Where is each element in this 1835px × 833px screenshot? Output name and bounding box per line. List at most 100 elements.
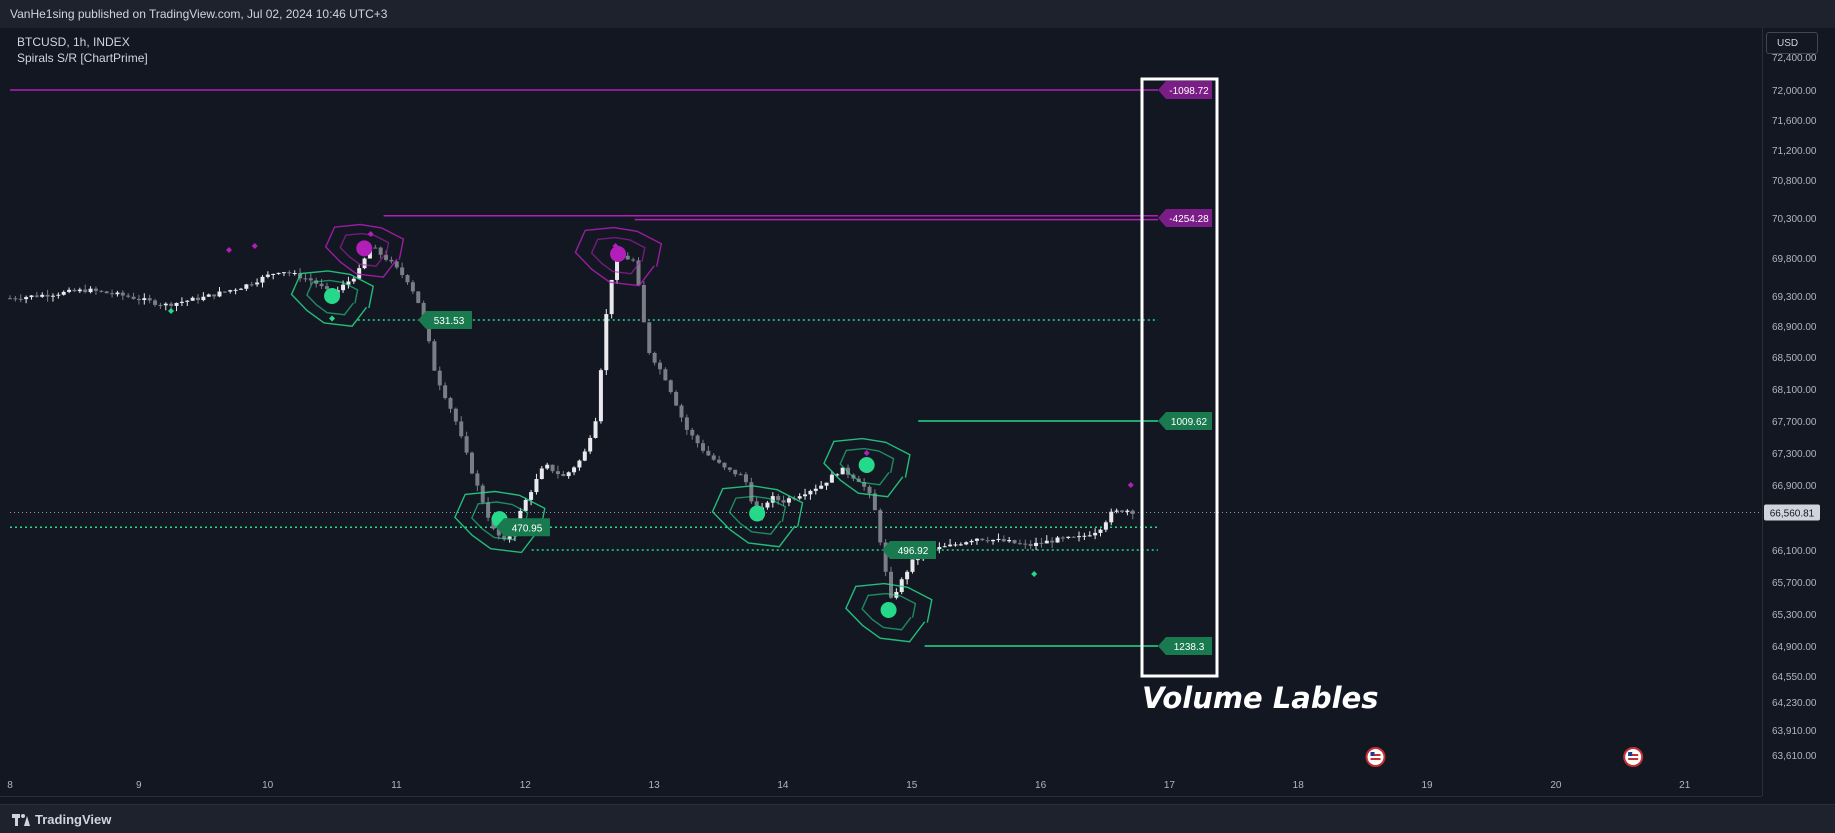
candle-body [276,272,281,274]
candle-body [217,291,222,297]
time-tick-label: 15 [906,780,918,791]
candle-body [969,540,974,543]
candle-body [255,282,260,285]
candle-body [582,451,587,461]
chart-legend: BTCUSD, 1h, INDEX Spirals S/R [ChartPrim… [17,34,148,66]
candle-body [1125,510,1130,512]
candle-body [443,385,448,399]
time-tick-label: 17 [1164,780,1176,791]
bear-signal-marker [612,243,619,249]
pivot-dot [356,240,373,257]
chart-area[interactable] [0,28,1835,804]
sr-label-tag [1158,637,1212,655]
candle-body [1119,510,1124,512]
candle-body [1103,522,1108,530]
candle-body [158,304,163,306]
candle-body [163,303,168,306]
candle-body [604,314,609,371]
candle-body [480,485,485,503]
time-tick-label: 9 [136,780,142,791]
candle-body [136,298,141,301]
sr-label-tag [418,311,472,329]
spiral-ring [454,490,546,554]
time-tick-label: 20 [1550,780,1562,791]
spirals [290,223,933,643]
candle-body [974,538,979,541]
candle-body [67,289,72,292]
candle-body [83,289,88,293]
sr-label-text: -4254.28 [1169,214,1209,225]
time-tick-label: 16 [1035,780,1047,791]
candle-body [1077,536,1082,538]
price-tick-label: 70,800.00 [1772,176,1817,187]
sr-label-text: -1098.72 [1169,86,1209,97]
candle-body [212,294,217,297]
sr-label-tag [882,541,936,559]
last-price-label: 66,560.81 [1770,509,1815,520]
candle-body [238,288,243,290]
candle-body [711,455,716,460]
candle-body [126,295,131,297]
axes: 72,400.00 72,000.00 71,600.00 71,200.00 70,8… [7,53,1820,791]
candle-body [373,247,378,249]
indicator-label[interactable]: Spirals S/R [ChartPrime] [17,51,148,65]
candle-body [1071,536,1076,538]
spiral-ring [324,223,405,278]
candle-body [496,528,501,536]
candle-body [749,482,754,502]
candle-body [8,298,12,300]
candle-body [722,462,727,468]
candle-body [147,298,152,301]
candle-body [658,362,663,370]
candle-body [819,485,824,489]
candle-body [534,478,539,493]
candle-body [24,297,29,300]
candle-body [222,291,227,293]
candle-body [572,467,577,473]
candle-body [179,301,184,303]
candle-body [625,255,630,260]
candle-body [1060,537,1065,539]
candle-body [341,284,346,291]
candle-body [1034,542,1039,546]
candle-body [389,259,394,262]
candle-body [674,392,679,406]
candle-body [45,294,50,297]
candle-body [1039,542,1044,544]
spiral-ring [290,270,374,327]
time-tick-label: 21 [1679,780,1691,791]
price-tick-label: 69,300.00 [1772,292,1817,303]
candle-body [201,296,206,301]
price-tick-label: 71,600.00 [1772,116,1817,127]
brand[interactable]: TradingView [12,812,111,827]
candle-body [362,258,367,269]
candle-body [469,452,474,474]
candle-body [679,405,684,418]
candle-body [905,571,910,580]
candle-body [1028,544,1033,546]
us-flag-icon [1365,747,1386,767]
candle-body [545,464,550,469]
candle-body [980,538,985,541]
price-tick-label: 68,500.00 [1772,353,1817,364]
candle-body [641,285,646,323]
currency-button[interactable]: USD [1766,32,1818,54]
bear-signal-marker [1127,482,1134,488]
candle-body [991,539,996,542]
candle-body [507,536,512,540]
candle-body [29,295,34,298]
time-axis-divider [0,796,1762,797]
price-tick-label: 69,800.00 [1772,254,1817,265]
candle-body [475,473,480,486]
bull-signal-marker [863,462,870,468]
sr-labels: -1098.72 -4254.28 531.53 1009.62 470.95 496.9… [418,81,1212,655]
candle-body [727,467,732,470]
candle-body [577,460,582,468]
time-tick-label: 10 [262,780,274,791]
candle-body [464,436,469,453]
pivot-dot [749,505,766,522]
candle-body [50,295,55,297]
highlight-box [1140,77,1219,678]
price-tick-label: 70,300.00 [1772,214,1817,225]
